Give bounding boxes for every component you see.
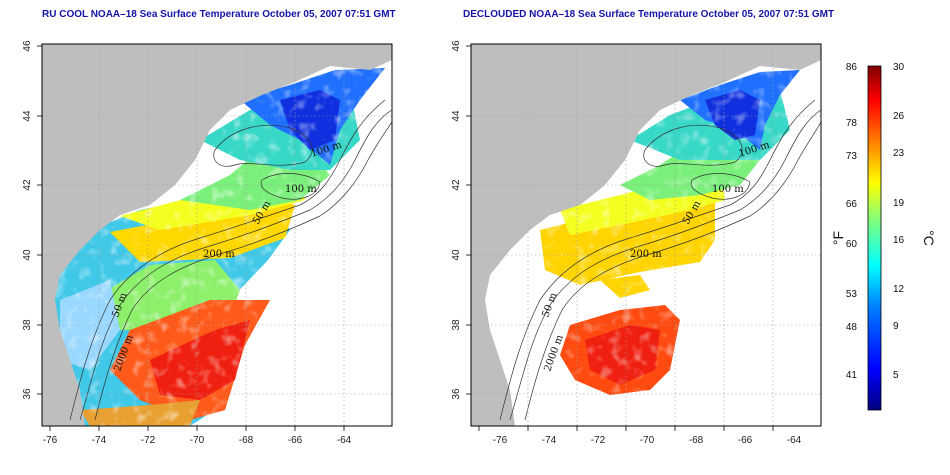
fahrenheit-tick: 41 — [846, 370, 858, 381]
left-lat-tick: 40 — [22, 249, 33, 261]
fahrenheit-tick: 48 — [846, 322, 858, 333]
left-lon-tick: -76 — [43, 435, 58, 446]
left-axis-ticks — [37, 45, 345, 431]
right-lon-tick: -70 — [640, 435, 655, 446]
left-lat-tick: 44 — [22, 110, 33, 122]
fahrenheit-tick: 66 — [846, 199, 858, 210]
right-axis-ticks — [466, 45, 774, 431]
celsius-tick: 23 — [893, 148, 905, 159]
right-lat-tick: 46 — [451, 40, 462, 52]
right-contour-label: 200 m — [630, 249, 662, 260]
right-lon-tick: -68 — [689, 435, 704, 446]
left-lon-tick: -64 — [337, 435, 352, 446]
right-lon-tick: -72 — [591, 435, 606, 446]
right-map: 100 m 100 m 50 m 200 m 50 m 2000 m -76 -… — [451, 40, 822, 446]
celsius-tick: 5 — [893, 370, 899, 381]
celsius-tick: 26 — [893, 111, 905, 122]
right-lat-tick: 44 — [451, 110, 462, 122]
fahrenheit-tick: 86 — [846, 62, 858, 73]
celsius-unit-label: °C — [921, 230, 937, 246]
celsius-tick: 19 — [893, 198, 905, 209]
left-lon-tick: -72 — [141, 435, 156, 446]
left-land — [42, 44, 392, 426]
right-lon-tick: -64 — [787, 435, 802, 446]
left-lon-tick: -66 — [288, 435, 303, 446]
left-lat-tick: 46 — [22, 40, 33, 52]
celsius-tick: 12 — [893, 284, 905, 295]
right-lat-tick: 42 — [451, 179, 462, 191]
right-contour-label: 100 m — [712, 184, 744, 195]
celsius-tick: 9 — [893, 321, 899, 332]
right-map-title: DECLOUDED NOAA–18 Sea Surface Temperatur… — [463, 9, 835, 20]
left-map-frame — [41, 43, 393, 427]
right-lon-tick: -74 — [542, 435, 557, 446]
left-lat-tick: 38 — [22, 319, 33, 331]
left-lat-tick: 36 — [22, 388, 33, 400]
right-map-frame — [470, 43, 822, 427]
colorbar: 86 78 73 66 60 53 48 41 30 26 23 19 16 1… — [830, 62, 937, 411]
right-lat-tick: 38 — [451, 319, 462, 331]
celsius-tick: 16 — [893, 235, 905, 246]
fahrenheit-tick: 78 — [846, 118, 858, 129]
left-bathymetry-contours — [69, 99, 392, 421]
left-map-title: RU COOL NOAA–18 Sea Surface Temperature … — [42, 9, 396, 20]
left-lon-tick: -70 — [190, 435, 205, 446]
fahrenheit-tick: 53 — [846, 289, 858, 300]
right-lat-tick: 40 — [451, 249, 462, 261]
fahrenheit-unit-label: °F — [830, 231, 846, 245]
left-lat-tick: 42 — [22, 179, 33, 191]
left-lon-tick: -68 — [239, 435, 254, 446]
right-lon-tick: -76 — [493, 435, 508, 446]
left-lon-tick: -74 — [92, 435, 107, 446]
fahrenheit-tick: 60 — [846, 239, 858, 250]
colorbar-gradient — [867, 65, 882, 411]
right-lat-tick: 36 — [451, 388, 462, 400]
celsius-tick: 30 — [893, 62, 905, 73]
left-contour-label: 100 m — [285, 184, 317, 195]
fahrenheit-tick: 73 — [846, 151, 858, 162]
right-land — [471, 44, 821, 426]
left-map: 100 m 100 m 50 m 200 m 50 m 2000 m -76 -… — [22, 40, 393, 446]
right-bathymetry-contours — [499, 99, 821, 421]
right-lon-tick: -66 — [738, 435, 753, 446]
left-contour-label: 200 m — [203, 249, 235, 260]
